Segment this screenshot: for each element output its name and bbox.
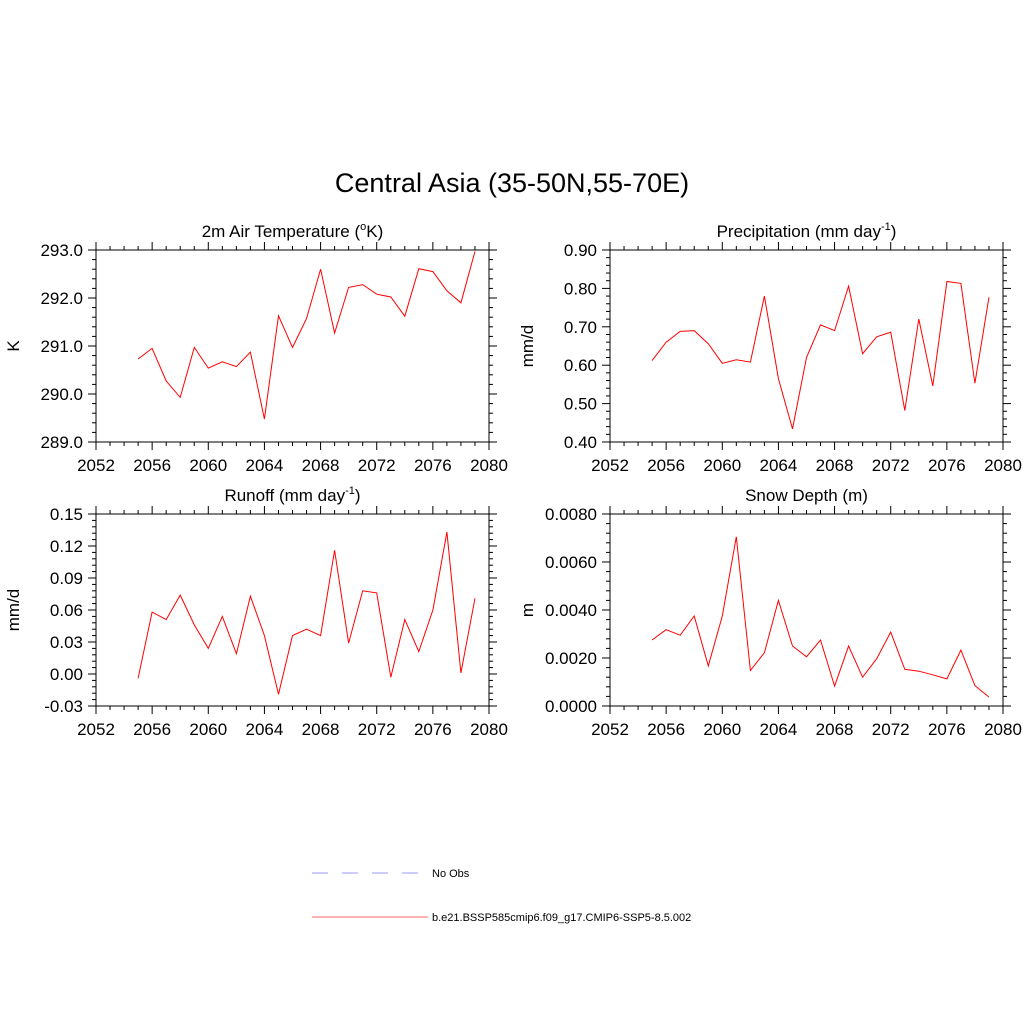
- panel-title-sup: o: [360, 221, 366, 233]
- x-tick-label: 2052: [77, 720, 115, 739]
- x-tick-label: 2060: [703, 720, 741, 739]
- x-tick-label: 2080: [984, 720, 1022, 739]
- y-tick-label: 0.00: [50, 665, 83, 684]
- x-tick-label: 2052: [591, 720, 629, 739]
- y-axis-label: mm/d: [4, 589, 23, 632]
- panel-title-sup: -1: [345, 485, 355, 497]
- x-tick-label: 2060: [189, 720, 227, 739]
- x-tick-label: 2052: [591, 456, 629, 475]
- x-tick-label: 2076: [928, 456, 966, 475]
- y-tick-label: 0.40: [564, 433, 597, 452]
- legend-label-no-obs: No Obs: [432, 868, 470, 880]
- y-tick-label: 0.60: [564, 356, 597, 375]
- y-tick-label: 0.0000: [545, 697, 597, 716]
- x-tick-label: 2068: [302, 456, 340, 475]
- x-tick-label: 2080: [470, 720, 508, 739]
- panel-title-end: ): [355, 486, 361, 505]
- x-tick-label: 2068: [816, 720, 854, 739]
- y-tick-label: 0.15: [50, 505, 83, 524]
- x-tick-label: 2064: [246, 720, 284, 739]
- y-tick-label: 290.0: [40, 385, 83, 404]
- panel-title: 2m Air Temperature (oK): [202, 221, 384, 241]
- legend: No Obs b.e21.BSSP585cmip6.f09_g17.CMIP6-…: [312, 868, 691, 924]
- y-tick-label: 0.50: [564, 395, 597, 414]
- plot-frame: [609, 513, 1004, 707]
- plot-frame: [95, 249, 490, 443]
- x-tick-label: 2072: [872, 720, 910, 739]
- chart-panel-1: 2052 2056 2060 2064 2068 2072 2076 2080 0.40 0.50…: [518, 221, 1022, 475]
- panel-title: Runoff (mm day-1): [224, 485, 360, 505]
- panel-title: Snow Depth (m): [745, 486, 868, 505]
- y-tick-label: 0.0080: [545, 505, 597, 524]
- figure-title: Central Asia (35-50N,55-70E): [334, 168, 690, 198]
- plot-frame: [95, 513, 490, 707]
- x-tick-label: 2072: [358, 456, 396, 475]
- x-tick-label: 2060: [703, 456, 741, 475]
- x-tick-label: 2080: [984, 456, 1022, 475]
- chart-panel-2: 2052 2056 2060 2064 2068 2072 2076 2080 -0.03 0.0…: [4, 485, 508, 739]
- panel-title-end: K): [366, 222, 383, 241]
- plot-frame: [609, 249, 1004, 443]
- series-line: [651, 280, 990, 430]
- x-tick-label: 2068: [816, 456, 854, 475]
- x-tick-label: 2056: [647, 720, 685, 739]
- panel-title-main: Precipitation (mm day: [717, 222, 882, 241]
- y-axis-label: m: [518, 603, 537, 617]
- y-tick-label: 0.0040: [545, 601, 597, 620]
- y-tick-label: 0.80: [564, 279, 597, 298]
- x-tick-label: 2056: [647, 456, 685, 475]
- legend-label-model: b.e21.BSSP585cmip6.f09_g17.CMIP6-SSP5-8.…: [432, 912, 691, 924]
- panel-title-main: Runoff (mm day: [224, 486, 345, 505]
- y-tick-label: 0.70: [564, 318, 597, 337]
- y-axis-label: mm/d: [518, 325, 537, 368]
- x-tick-label: 2072: [358, 720, 396, 739]
- x-tick-label: 2064: [760, 456, 798, 475]
- panel-title-main: 2m Air Temperature (: [202, 222, 361, 241]
- y-axis-label: K: [4, 340, 23, 352]
- x-tick-label: 2064: [246, 456, 284, 475]
- y-tick-label: 292.0: [40, 289, 83, 308]
- panel-title-main: Snow Depth (m): [745, 486, 868, 505]
- x-tick-label: 2076: [414, 720, 452, 739]
- y-tick-label: 293.0: [40, 241, 83, 260]
- y-tick-label: 0.06: [50, 601, 83, 620]
- series-line: [137, 532, 476, 695]
- x-tick-label: 2072: [872, 456, 910, 475]
- panel-title: Precipitation (mm day-1): [717, 221, 897, 241]
- chart-panel-0: 2052 2056 2060 2064 2068 2072 2076 2080 289.0 290…: [4, 221, 508, 475]
- x-tick-label: 2056: [133, 720, 171, 739]
- panel-title-end: ): [891, 222, 897, 241]
- y-tick-label: 291.0: [40, 337, 83, 356]
- x-tick-label: 2064: [760, 720, 798, 739]
- y-tick-label: -0.03: [44, 697, 83, 716]
- x-tick-label: 2076: [414, 456, 452, 475]
- x-tick-label: 2052: [77, 456, 115, 475]
- chart-panel-3: 2052 2056 2060 2064 2068 2072 2076 2080 0.0000 0.…: [518, 486, 1022, 739]
- y-tick-label: 0.90: [564, 241, 597, 260]
- y-tick-label: 0.0020: [545, 649, 597, 668]
- panel-title-sup: -1: [881, 221, 891, 233]
- x-tick-label: 2068: [302, 720, 340, 739]
- series-line: [651, 536, 990, 698]
- y-tick-label: 0.0060: [545, 553, 597, 572]
- y-tick-label: 0.09: [50, 569, 83, 588]
- x-tick-label: 2060: [189, 456, 227, 475]
- x-tick-label: 2056: [133, 456, 171, 475]
- y-tick-label: 0.12: [50, 537, 83, 556]
- x-tick-label: 2080: [470, 456, 508, 475]
- chart-panels: 2052 2056 2060 2064 2068 2072 2076 2080 289.0 290…: [4, 221, 1022, 739]
- series-line: [137, 251, 476, 420]
- y-tick-label: 0.03: [50, 633, 83, 652]
- y-tick-label: 289.0: [40, 433, 83, 452]
- x-tick-label: 2076: [928, 720, 966, 739]
